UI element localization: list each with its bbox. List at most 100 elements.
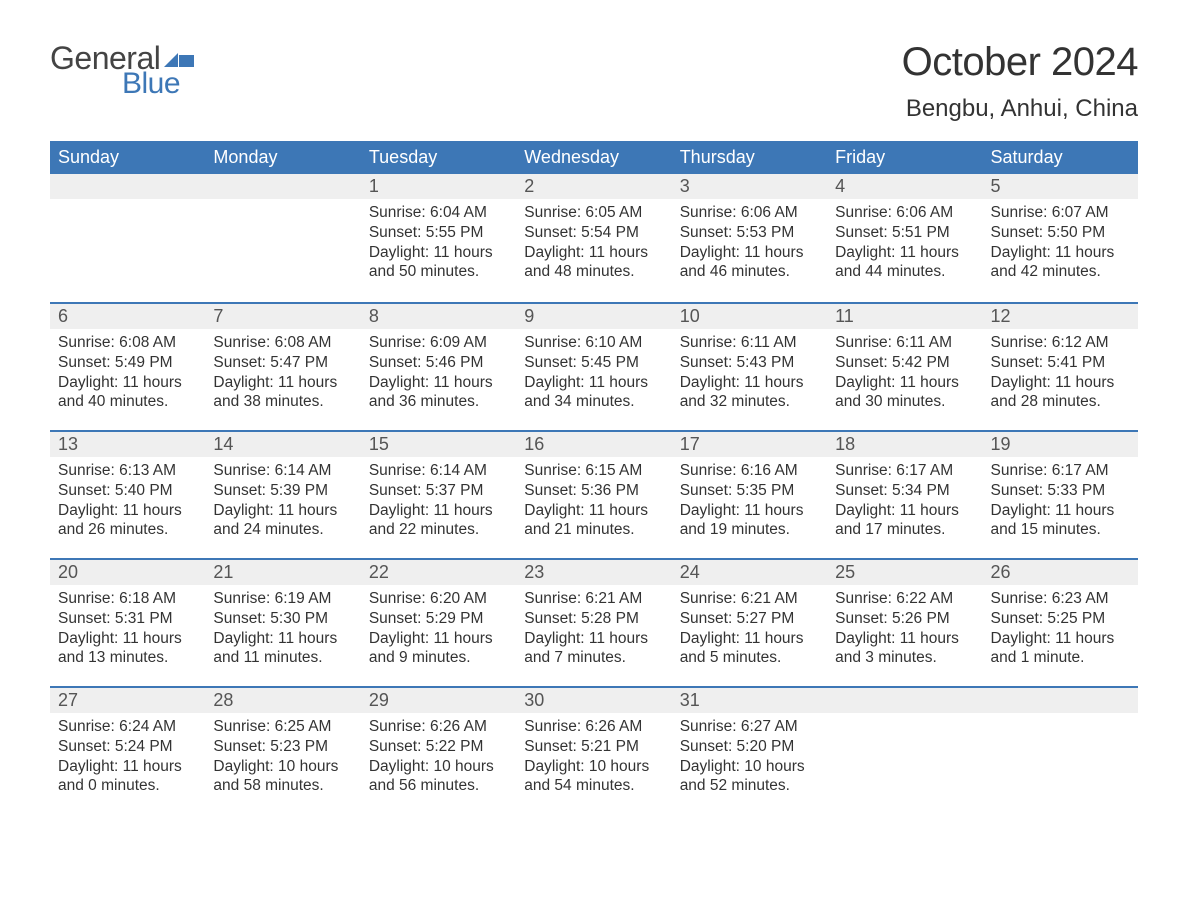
calendar-week-row: 13Sunrise: 6:13 AMSunset: 5:40 PMDayligh…: [50, 430, 1138, 558]
daylight-text: Daylight: 11 hours and 30 minutes.: [835, 373, 974, 413]
day-number: 27: [50, 686, 205, 713]
day-content: Sunrise: 6:21 AMSunset: 5:28 PMDaylight:…: [516, 585, 671, 674]
weekday-header: Friday: [827, 141, 982, 174]
daylight-text: Daylight: 10 hours and 56 minutes.: [369, 757, 508, 797]
calendar-week-row: 6Sunrise: 6:08 AMSunset: 5:49 PMDaylight…: [50, 302, 1138, 430]
calendar-day-cell: 15Sunrise: 6:14 AMSunset: 5:37 PMDayligh…: [361, 430, 516, 558]
calendar-week-row: 1Sunrise: 6:04 AMSunset: 5:55 PMDaylight…: [50, 174, 1138, 302]
sunset-text: Sunset: 5:28 PM: [524, 609, 663, 629]
day-content: Sunrise: 6:16 AMSunset: 5:35 PMDaylight:…: [672, 457, 827, 546]
header: General Blue October 2024 Bengbu, Anhui,…: [50, 40, 1138, 123]
daylight-text: Daylight: 11 hours and 13 minutes.: [58, 629, 197, 669]
sunset-text: Sunset: 5:37 PM: [369, 481, 508, 501]
sunrise-text: Sunrise: 6:06 AM: [680, 203, 819, 223]
daylight-text: Daylight: 11 hours and 42 minutes.: [991, 243, 1130, 283]
sunset-text: Sunset: 5:26 PM: [835, 609, 974, 629]
day-number: 26: [983, 558, 1138, 585]
calendar-day-cell: 30Sunrise: 6:26 AMSunset: 5:21 PMDayligh…: [516, 686, 671, 814]
sunrise-text: Sunrise: 6:26 AM: [369, 717, 508, 737]
sunrise-text: Sunrise: 6:27 AM: [680, 717, 819, 737]
day-number: 13: [50, 430, 205, 457]
daylight-text: Daylight: 11 hours and 34 minutes.: [524, 373, 663, 413]
sunrise-text: Sunrise: 6:08 AM: [213, 333, 352, 353]
calendar-day-cell: 26Sunrise: 6:23 AMSunset: 5:25 PMDayligh…: [983, 558, 1138, 686]
daylight-text: Daylight: 11 hours and 7 minutes.: [524, 629, 663, 669]
calendar-day-cell: 5Sunrise: 6:07 AMSunset: 5:50 PMDaylight…: [983, 174, 1138, 302]
daylight-text: Daylight: 11 hours and 50 minutes.: [369, 243, 508, 283]
day-number: 4: [827, 174, 982, 199]
sunset-text: Sunset: 5:34 PM: [835, 481, 974, 501]
sunrise-text: Sunrise: 6:20 AM: [369, 589, 508, 609]
daylight-text: Daylight: 11 hours and 24 minutes.: [213, 501, 352, 541]
weekday-header: Sunday: [50, 141, 205, 174]
day-number: 31: [672, 686, 827, 713]
sunset-text: Sunset: 5:54 PM: [524, 223, 663, 243]
calendar-day-cell: [50, 174, 205, 302]
day-content: Sunrise: 6:17 AMSunset: 5:33 PMDaylight:…: [983, 457, 1138, 546]
sunrise-text: Sunrise: 6:05 AM: [524, 203, 663, 223]
calendar-day-cell: 23Sunrise: 6:21 AMSunset: 5:28 PMDayligh…: [516, 558, 671, 686]
daylight-text: Daylight: 11 hours and 11 minutes.: [213, 629, 352, 669]
sunrise-text: Sunrise: 6:06 AM: [835, 203, 974, 223]
daylight-text: Daylight: 10 hours and 58 minutes.: [213, 757, 352, 797]
sunset-text: Sunset: 5:27 PM: [680, 609, 819, 629]
weekday-header: Wednesday: [516, 141, 671, 174]
daylight-text: Daylight: 11 hours and 40 minutes.: [58, 373, 197, 413]
calendar-day-cell: 25Sunrise: 6:22 AMSunset: 5:26 PMDayligh…: [827, 558, 982, 686]
calendar-day-cell: 14Sunrise: 6:14 AMSunset: 5:39 PMDayligh…: [205, 430, 360, 558]
day-content: Sunrise: 6:26 AMSunset: 5:22 PMDaylight:…: [361, 713, 516, 802]
day-number: 9: [516, 302, 671, 329]
sunset-text: Sunset: 5:41 PM: [991, 353, 1130, 373]
day-content: Sunrise: 6:26 AMSunset: 5:21 PMDaylight:…: [516, 713, 671, 802]
calendar-day-cell: 3Sunrise: 6:06 AMSunset: 5:53 PMDaylight…: [672, 174, 827, 302]
sunrise-text: Sunrise: 6:22 AM: [835, 589, 974, 609]
day-number: 30: [516, 686, 671, 713]
day-content: Sunrise: 6:11 AMSunset: 5:42 PMDaylight:…: [827, 329, 982, 418]
day-content: Sunrise: 6:23 AMSunset: 5:25 PMDaylight:…: [983, 585, 1138, 674]
calendar-day-cell: 19Sunrise: 6:17 AMSunset: 5:33 PMDayligh…: [983, 430, 1138, 558]
sunrise-text: Sunrise: 6:16 AM: [680, 461, 819, 481]
day-content: Sunrise: 6:20 AMSunset: 5:29 PMDaylight:…: [361, 585, 516, 674]
daylight-text: Daylight: 10 hours and 52 minutes.: [680, 757, 819, 797]
sunrise-text: Sunrise: 6:19 AM: [213, 589, 352, 609]
day-content: Sunrise: 6:05 AMSunset: 5:54 PMDaylight:…: [516, 199, 671, 288]
daylight-text: Daylight: 11 hours and 48 minutes.: [524, 243, 663, 283]
sunset-text: Sunset: 5:36 PM: [524, 481, 663, 501]
calendar-header-row: SundayMondayTuesdayWednesdayThursdayFrid…: [50, 141, 1138, 174]
calendar-day-cell: 17Sunrise: 6:16 AMSunset: 5:35 PMDayligh…: [672, 430, 827, 558]
daylight-text: Daylight: 11 hours and 44 minutes.: [835, 243, 974, 283]
sunrise-text: Sunrise: 6:14 AM: [213, 461, 352, 481]
sunset-text: Sunset: 5:29 PM: [369, 609, 508, 629]
day-number: [983, 686, 1138, 713]
daylight-text: Daylight: 11 hours and 19 minutes.: [680, 501, 819, 541]
day-content: Sunrise: 6:18 AMSunset: 5:31 PMDaylight:…: [50, 585, 205, 674]
month-title: October 2024: [902, 40, 1138, 85]
day-number: 10: [672, 302, 827, 329]
day-number: 14: [205, 430, 360, 457]
sunrise-text: Sunrise: 6:11 AM: [680, 333, 819, 353]
day-number: 28: [205, 686, 360, 713]
day-number: 22: [361, 558, 516, 585]
day-number: 12: [983, 302, 1138, 329]
daylight-text: Daylight: 11 hours and 5 minutes.: [680, 629, 819, 669]
daylight-text: Daylight: 11 hours and 9 minutes.: [369, 629, 508, 669]
sunrise-text: Sunrise: 6:21 AM: [680, 589, 819, 609]
day-number: 7: [205, 302, 360, 329]
calendar-body: 1Sunrise: 6:04 AMSunset: 5:55 PMDaylight…: [50, 174, 1138, 814]
sunrise-text: Sunrise: 6:26 AM: [524, 717, 663, 737]
sunset-text: Sunset: 5:25 PM: [991, 609, 1130, 629]
calendar-day-cell: 24Sunrise: 6:21 AMSunset: 5:27 PMDayligh…: [672, 558, 827, 686]
location-label: Bengbu, Anhui, China: [902, 95, 1138, 123]
day-number: 5: [983, 174, 1138, 199]
sunrise-text: Sunrise: 6:14 AM: [369, 461, 508, 481]
day-content: Sunrise: 6:09 AMSunset: 5:46 PMDaylight:…: [361, 329, 516, 418]
sunset-text: Sunset: 5:33 PM: [991, 481, 1130, 501]
day-content: Sunrise: 6:07 AMSunset: 5:50 PMDaylight:…: [983, 199, 1138, 288]
day-number: 21: [205, 558, 360, 585]
day-content: Sunrise: 6:08 AMSunset: 5:49 PMDaylight:…: [50, 329, 205, 418]
calendar-week-row: 20Sunrise: 6:18 AMSunset: 5:31 PMDayligh…: [50, 558, 1138, 686]
weekday-header: Monday: [205, 141, 360, 174]
sunset-text: Sunset: 5:31 PM: [58, 609, 197, 629]
sunset-text: Sunset: 5:22 PM: [369, 737, 508, 757]
calendar-day-cell: 18Sunrise: 6:17 AMSunset: 5:34 PMDayligh…: [827, 430, 982, 558]
